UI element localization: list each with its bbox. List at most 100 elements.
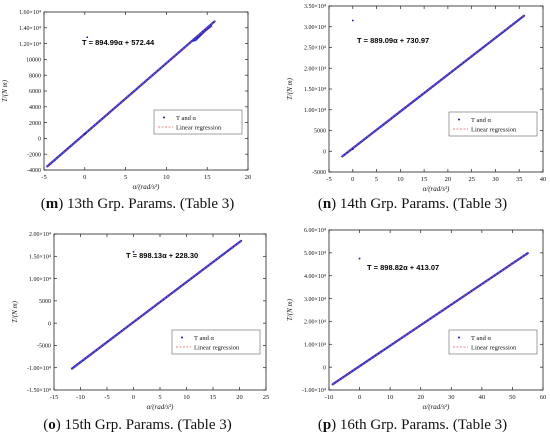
data-loop xyxy=(192,25,213,42)
legend-marker-data xyxy=(458,336,460,339)
y-tick-label: 2.50×10⁴ xyxy=(304,46,326,52)
y-tick-label: 2000 xyxy=(29,121,41,127)
y-axis-label: T/(N m) xyxy=(286,298,294,321)
y-tick-label: 6.00×10⁴ xyxy=(304,228,326,234)
caption-text: 13th Grp. Params. (Table 3) xyxy=(63,196,235,212)
y-tick-label: 8000 xyxy=(29,73,41,79)
chart-svg-n: -5 0 5 10 15 20 25 30 35 40 -5000 0 5000 1.00×10⁴ 1.50… xyxy=(286,4,547,193)
legend-label-regression: Linear regression xyxy=(471,127,517,134)
x-tick-label: 10 xyxy=(397,176,404,183)
legend-marker-data xyxy=(458,118,460,121)
caption-letter: m xyxy=(45,196,59,212)
y-tick-label: -5000 xyxy=(37,344,51,350)
y-axis-label: T/(N m) xyxy=(11,300,19,323)
legend-label-data: T and α xyxy=(194,335,214,342)
x-tick-label: 10 xyxy=(163,174,170,181)
caption-letter: p xyxy=(322,417,332,433)
x-tick-label: 5 xyxy=(375,176,378,183)
x-tick-label: 50 xyxy=(509,394,516,401)
caption-n: (n) 14th Grp. Params. (Table 3) xyxy=(317,196,508,212)
plot-frame xyxy=(328,229,544,391)
legend-marker-data xyxy=(163,116,165,119)
y-tick-label: 0 xyxy=(38,137,41,143)
caption-m: (m) 13th Grp. Params. (Table 3) xyxy=(40,196,235,212)
x-tick-label: 25 xyxy=(468,176,475,183)
y-tick-label: 0 xyxy=(323,149,326,155)
legend-box xyxy=(153,109,243,135)
plot-frame xyxy=(43,11,249,171)
x-tick-label: -5 xyxy=(104,394,109,401)
y-tick-label: 4.00×10⁴ xyxy=(304,274,326,280)
caption-text: 15th Grp. Params. (Table 3) xyxy=(60,417,232,433)
x-tick-label: 10 xyxy=(387,394,394,401)
chart-svg-o: -15 -10 -5 0 5 10 15 20 25 -1.50×10⁴ -1.00×10⁴ -500… xyxy=(11,232,270,411)
y-tick-label: 1.50×10⁴ xyxy=(29,254,51,260)
x-tick-label: 40 xyxy=(479,394,486,401)
series-linear-regression xyxy=(47,21,215,167)
y-tick-label: 5000 xyxy=(314,129,326,135)
x-axis-label: α/(rad/s²) xyxy=(133,183,160,191)
outlier-point xyxy=(351,19,354,22)
x-tick-label: 25 xyxy=(263,394,270,401)
regression-equation: T = 894.99α + 572.44 xyxy=(82,38,155,47)
y-tick-label: 2.00×10⁴ xyxy=(304,66,326,72)
chart-svg-p: -10 0 10 20 30 40 50 60 -1.00×10⁴ 0 1.00×10⁴ 2.00×1… xyxy=(286,228,547,411)
chart-panel-o: -15 -10 -5 0 5 10 15 20 25 -1.50×10⁴ -1.00×10⁴ -500… xyxy=(0,220,275,439)
legend-marker-data xyxy=(181,336,183,339)
x-tick-label: 60 xyxy=(540,394,547,401)
regression-equation: T = 889.09α + 730.97 xyxy=(357,36,429,45)
legend-label-regression: Linear regression xyxy=(194,345,240,352)
x-tick-label: 0 xyxy=(132,394,135,401)
legend-label-data: T and α xyxy=(176,115,196,122)
y-tick-label: 1.40×10⁴ xyxy=(19,26,41,32)
legend-label-regression: Linear regression xyxy=(471,345,517,352)
y-tick-label: 10000 xyxy=(26,58,41,64)
x-tick-label: 0 xyxy=(83,174,86,181)
y-tick-label: 1.50×10⁴ xyxy=(304,87,326,93)
legend-box xyxy=(448,329,538,355)
y-tick-label: 4000 xyxy=(29,105,41,111)
x-tick-label: 15 xyxy=(421,176,428,183)
chart-panel-p: -10 0 10 20 30 40 50 60 -1.00×10⁴ 0 1.00×10⁴ 2.00×1… xyxy=(275,220,550,439)
y-tick-label: 3.00×10⁴ xyxy=(304,297,326,303)
legend-label-regression: Linear regression xyxy=(176,125,222,132)
x-tick-label: -5 xyxy=(326,176,331,183)
x-tick-label: 20 xyxy=(245,174,252,181)
outlier-point xyxy=(358,257,361,260)
x-tick-label: 35 xyxy=(516,176,523,183)
x-tick-label: 30 xyxy=(448,394,455,401)
x-tick-label: -10 xyxy=(76,394,85,401)
caption-text: 16th Grp. Params. (Table 3) xyxy=(336,417,508,433)
caption-text: 14th Grp. Params. (Table 3) xyxy=(336,196,508,212)
x-tick-label: 20 xyxy=(417,394,424,401)
series-t-and-alpha xyxy=(341,14,526,158)
y-tick-label: -4000 xyxy=(27,168,41,174)
series-linear-regression xyxy=(332,252,528,385)
y-tick-label: 5.00×10⁴ xyxy=(304,251,326,257)
y-axis-label: T/(N m) xyxy=(286,77,294,100)
caption-p: (p) 16th Grp. Params. (Table 3) xyxy=(317,417,508,433)
x-tick-label: 0 xyxy=(351,176,354,183)
regression-equation: T = 898.82α + 413.07 xyxy=(367,263,439,272)
y-tick-label: 1.20×10⁴ xyxy=(19,42,41,48)
outlier-point xyxy=(83,132,86,135)
x-tick-label: 0 xyxy=(358,394,361,401)
y-tick-label: 2.00×10⁴ xyxy=(29,232,51,238)
x-tick-label: 40 xyxy=(540,176,547,183)
x-tick-label: 15 xyxy=(210,394,217,401)
chart-svg-m: -5 0 5 10 15 20 -4000 -2000 0 2000 4000 6000 8000 100… xyxy=(1,10,252,191)
y-tick-label: 3.00×10⁴ xyxy=(304,25,326,31)
x-tick-label: 15 xyxy=(204,174,211,181)
legend-box xyxy=(448,111,538,137)
y-tick-label: -2000 xyxy=(27,152,41,158)
y-tick-label: 0 xyxy=(48,321,51,327)
y-tick-label: -1.00×10⁴ xyxy=(27,366,51,372)
caption-o: (o) 15th Grp. Params. (Table 3) xyxy=(43,417,232,433)
legend-box xyxy=(171,329,261,355)
regression-equation: T = 898.13α + 228.30 xyxy=(126,251,198,260)
y-tick-label: 0 xyxy=(323,365,326,371)
outlier-point xyxy=(132,250,135,253)
x-axis-label: α/(rad/s²) xyxy=(147,403,174,411)
x-tick-label: 20 xyxy=(445,176,452,183)
